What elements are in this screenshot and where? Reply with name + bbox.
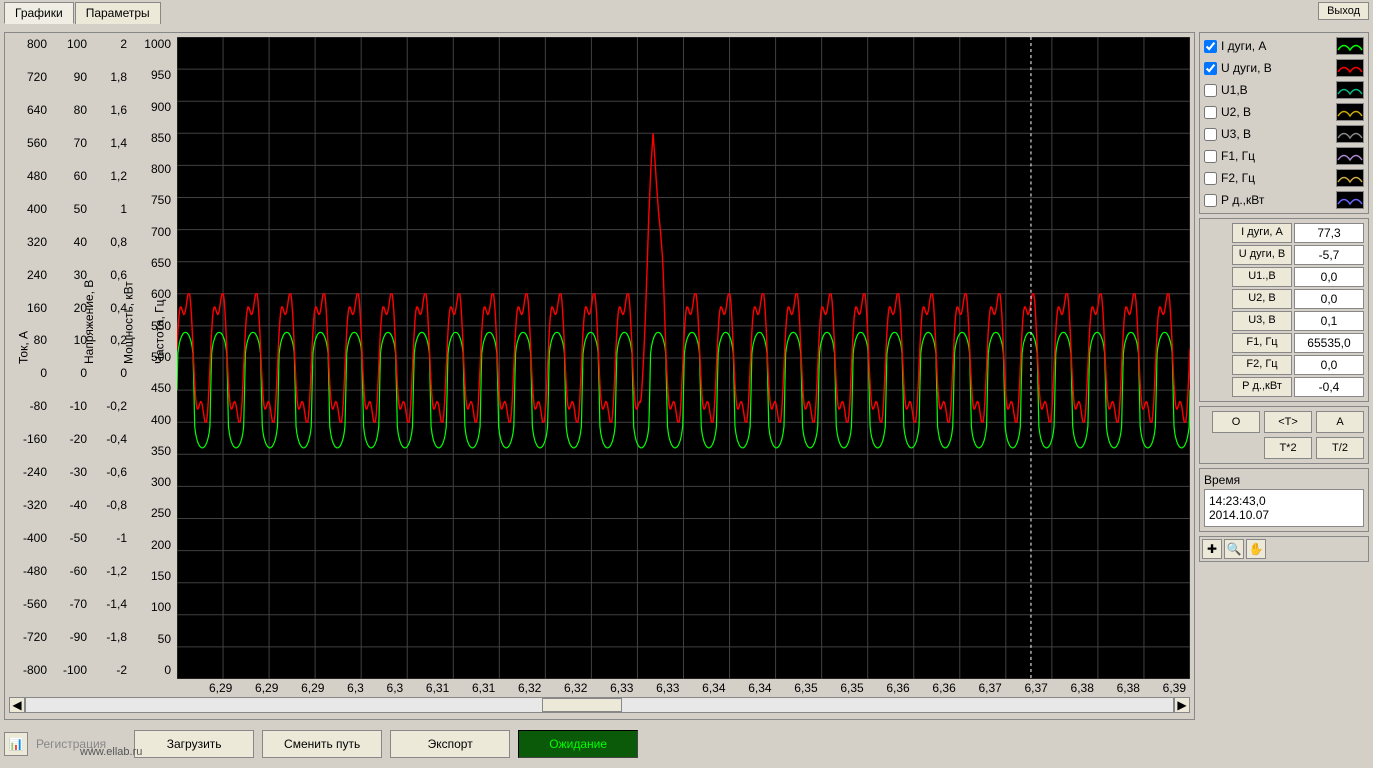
legend-label: F1, Гц — [1221, 149, 1332, 163]
watermark: www.ellab.ru — [80, 746, 142, 758]
legend-checkbox-3[interactable] — [1204, 106, 1217, 119]
readout-label: U1.,В — [1232, 267, 1292, 287]
legend-label: I дуги, А — [1221, 39, 1332, 53]
readout-value: 0,1 — [1294, 311, 1364, 331]
legend-row-4: U3, В — [1202, 123, 1366, 145]
readout-value: 0,0 — [1294, 355, 1364, 375]
readout-label: I дуги, А — [1232, 223, 1292, 243]
readout-label: U3, В — [1232, 311, 1292, 331]
readout-value: -5,7 — [1294, 245, 1364, 265]
change-path-button[interactable]: Сменить путь — [262, 730, 382, 758]
tab-params[interactable]: Параметры — [75, 2, 161, 24]
legend-checkbox-5[interactable] — [1204, 150, 1217, 163]
readout-row-5: F1, Гц65535,0 — [1204, 333, 1364, 353]
status-indicator: Ожидание — [518, 730, 638, 758]
legend-checkbox-0[interactable] — [1204, 40, 1217, 53]
btn-a[interactable]: A — [1316, 411, 1364, 433]
btn-t-avg[interactable]: <T> — [1264, 411, 1312, 433]
app-icon: 📊 — [4, 732, 28, 756]
chart-panel: 800720640560480400320240160800-80-160-24… — [4, 32, 1195, 720]
legend-panel: I дуги, А U дуги, В U1,В U2, В U3, В F1, Гц F2… — [1199, 32, 1369, 214]
readout-label: U2, В — [1232, 289, 1292, 309]
legend-swatch — [1336, 37, 1364, 55]
legend-row-0: I дуги, А — [1202, 35, 1366, 57]
readout-row-7: Р д.,кВт-0,4 — [1204, 377, 1364, 397]
y-axis-col-2: 21,81,61,41,210,80,60,40,20-0,2-0,4-0,6-… — [89, 37, 129, 677]
load-button[interactable]: Загрузить — [134, 730, 254, 758]
legend-row-3: U2, В — [1202, 101, 1366, 123]
legend-swatch — [1336, 81, 1364, 99]
legend-row-5: F1, Гц — [1202, 145, 1366, 167]
control-buttons: O <T> A T*2 T/2 — [1199, 406, 1369, 464]
readout-row-6: F2, Гц0,0 — [1204, 355, 1364, 375]
legend-label: U3, В — [1221, 127, 1332, 141]
legend-label: Р д.,кВт — [1221, 193, 1332, 207]
readout-row-4: U3, В0,1 — [1204, 311, 1364, 331]
readout-value: -0,4 — [1294, 377, 1364, 397]
readout-row-2: U1.,В0,0 — [1204, 267, 1364, 287]
time-label: Время — [1204, 473, 1364, 487]
legend-swatch — [1336, 147, 1364, 165]
plot-area[interactable] — [177, 37, 1190, 679]
legend-row-6: F2, Гц — [1202, 167, 1366, 189]
btn-o[interactable]: O — [1212, 411, 1260, 433]
legend-row-2: U1,В — [1202, 79, 1366, 101]
readout-label: Р д.,кВт — [1232, 377, 1292, 397]
hand-icon[interactable]: ✋ — [1246, 539, 1266, 559]
time-panel: Время 14:23:43,0 2014.10.07 — [1199, 468, 1369, 532]
legend-label: U1,В — [1221, 83, 1332, 97]
legend-swatch — [1336, 103, 1364, 121]
readout-row-3: U2, В0,0 — [1204, 289, 1364, 309]
legend-label: U2, В — [1221, 105, 1332, 119]
y-axis-col-3: 1000950900850800750700650600550500450400… — [129, 37, 173, 677]
readout-label: F1, Гц — [1232, 333, 1292, 353]
readout-label: U дуги, В — [1232, 245, 1292, 265]
tab-graphs[interactable]: Графики — [4, 2, 74, 24]
readout-row-1: U дуги, В-5,7 — [1204, 245, 1364, 265]
scroll-thumb[interactable] — [542, 698, 622, 712]
time-value: 14:23:43,0 2014.10.07 — [1204, 489, 1364, 527]
legend-label: F2, Гц — [1221, 171, 1332, 185]
readout-value: 0,0 — [1294, 267, 1364, 287]
readouts-panel: I дуги, А77,3U дуги, В-5,7U1.,В0,0U2, В0… — [1199, 218, 1369, 402]
legend-checkbox-7[interactable] — [1204, 194, 1217, 207]
legend-row-1: U дуги, В — [1202, 57, 1366, 79]
scroll-left-icon[interactable]: ◀ — [9, 697, 25, 713]
legend-swatch — [1336, 125, 1364, 143]
zoom-icon[interactable]: 🔍 — [1224, 539, 1244, 559]
readout-value: 77,3 — [1294, 223, 1364, 243]
btn-t-div2[interactable]: T/2 — [1316, 437, 1364, 459]
y-axis-col-1: 1009080706050403020100-10-20-30-40-50-60… — [49, 37, 89, 677]
exit-button[interactable]: Выход — [1318, 2, 1369, 20]
readout-label: F2, Гц — [1232, 355, 1292, 375]
scrollbar-horizontal[interactable]: ◀ ▶ — [9, 697, 1190, 713]
readout-row-0: I дуги, А77,3 — [1204, 223, 1364, 243]
legend-swatch — [1336, 59, 1364, 77]
legend-label: U дуги, В — [1221, 61, 1332, 75]
legend-checkbox-6[interactable] — [1204, 172, 1217, 185]
legend-checkbox-1[interactable] — [1204, 62, 1217, 75]
readout-value: 65535,0 — [1294, 333, 1364, 353]
legend-swatch — [1336, 169, 1364, 187]
legend-checkbox-2[interactable] — [1204, 84, 1217, 97]
legend-swatch — [1336, 191, 1364, 209]
legend-row-7: Р д.,кВт — [1202, 189, 1366, 211]
export-button[interactable]: Экспорт — [390, 730, 510, 758]
y-axis-col-0: 800720640560480400320240160800-80-160-24… — [9, 37, 49, 677]
legend-checkbox-4[interactable] — [1204, 128, 1217, 141]
readout-value: 0,0 — [1294, 289, 1364, 309]
scroll-right-icon[interactable]: ▶ — [1174, 697, 1190, 713]
btn-t-x2[interactable]: T*2 — [1264, 437, 1312, 459]
tool-icons: ✚ 🔍 ✋ — [1199, 536, 1369, 562]
crosshair-icon[interactable]: ✚ — [1202, 539, 1222, 559]
